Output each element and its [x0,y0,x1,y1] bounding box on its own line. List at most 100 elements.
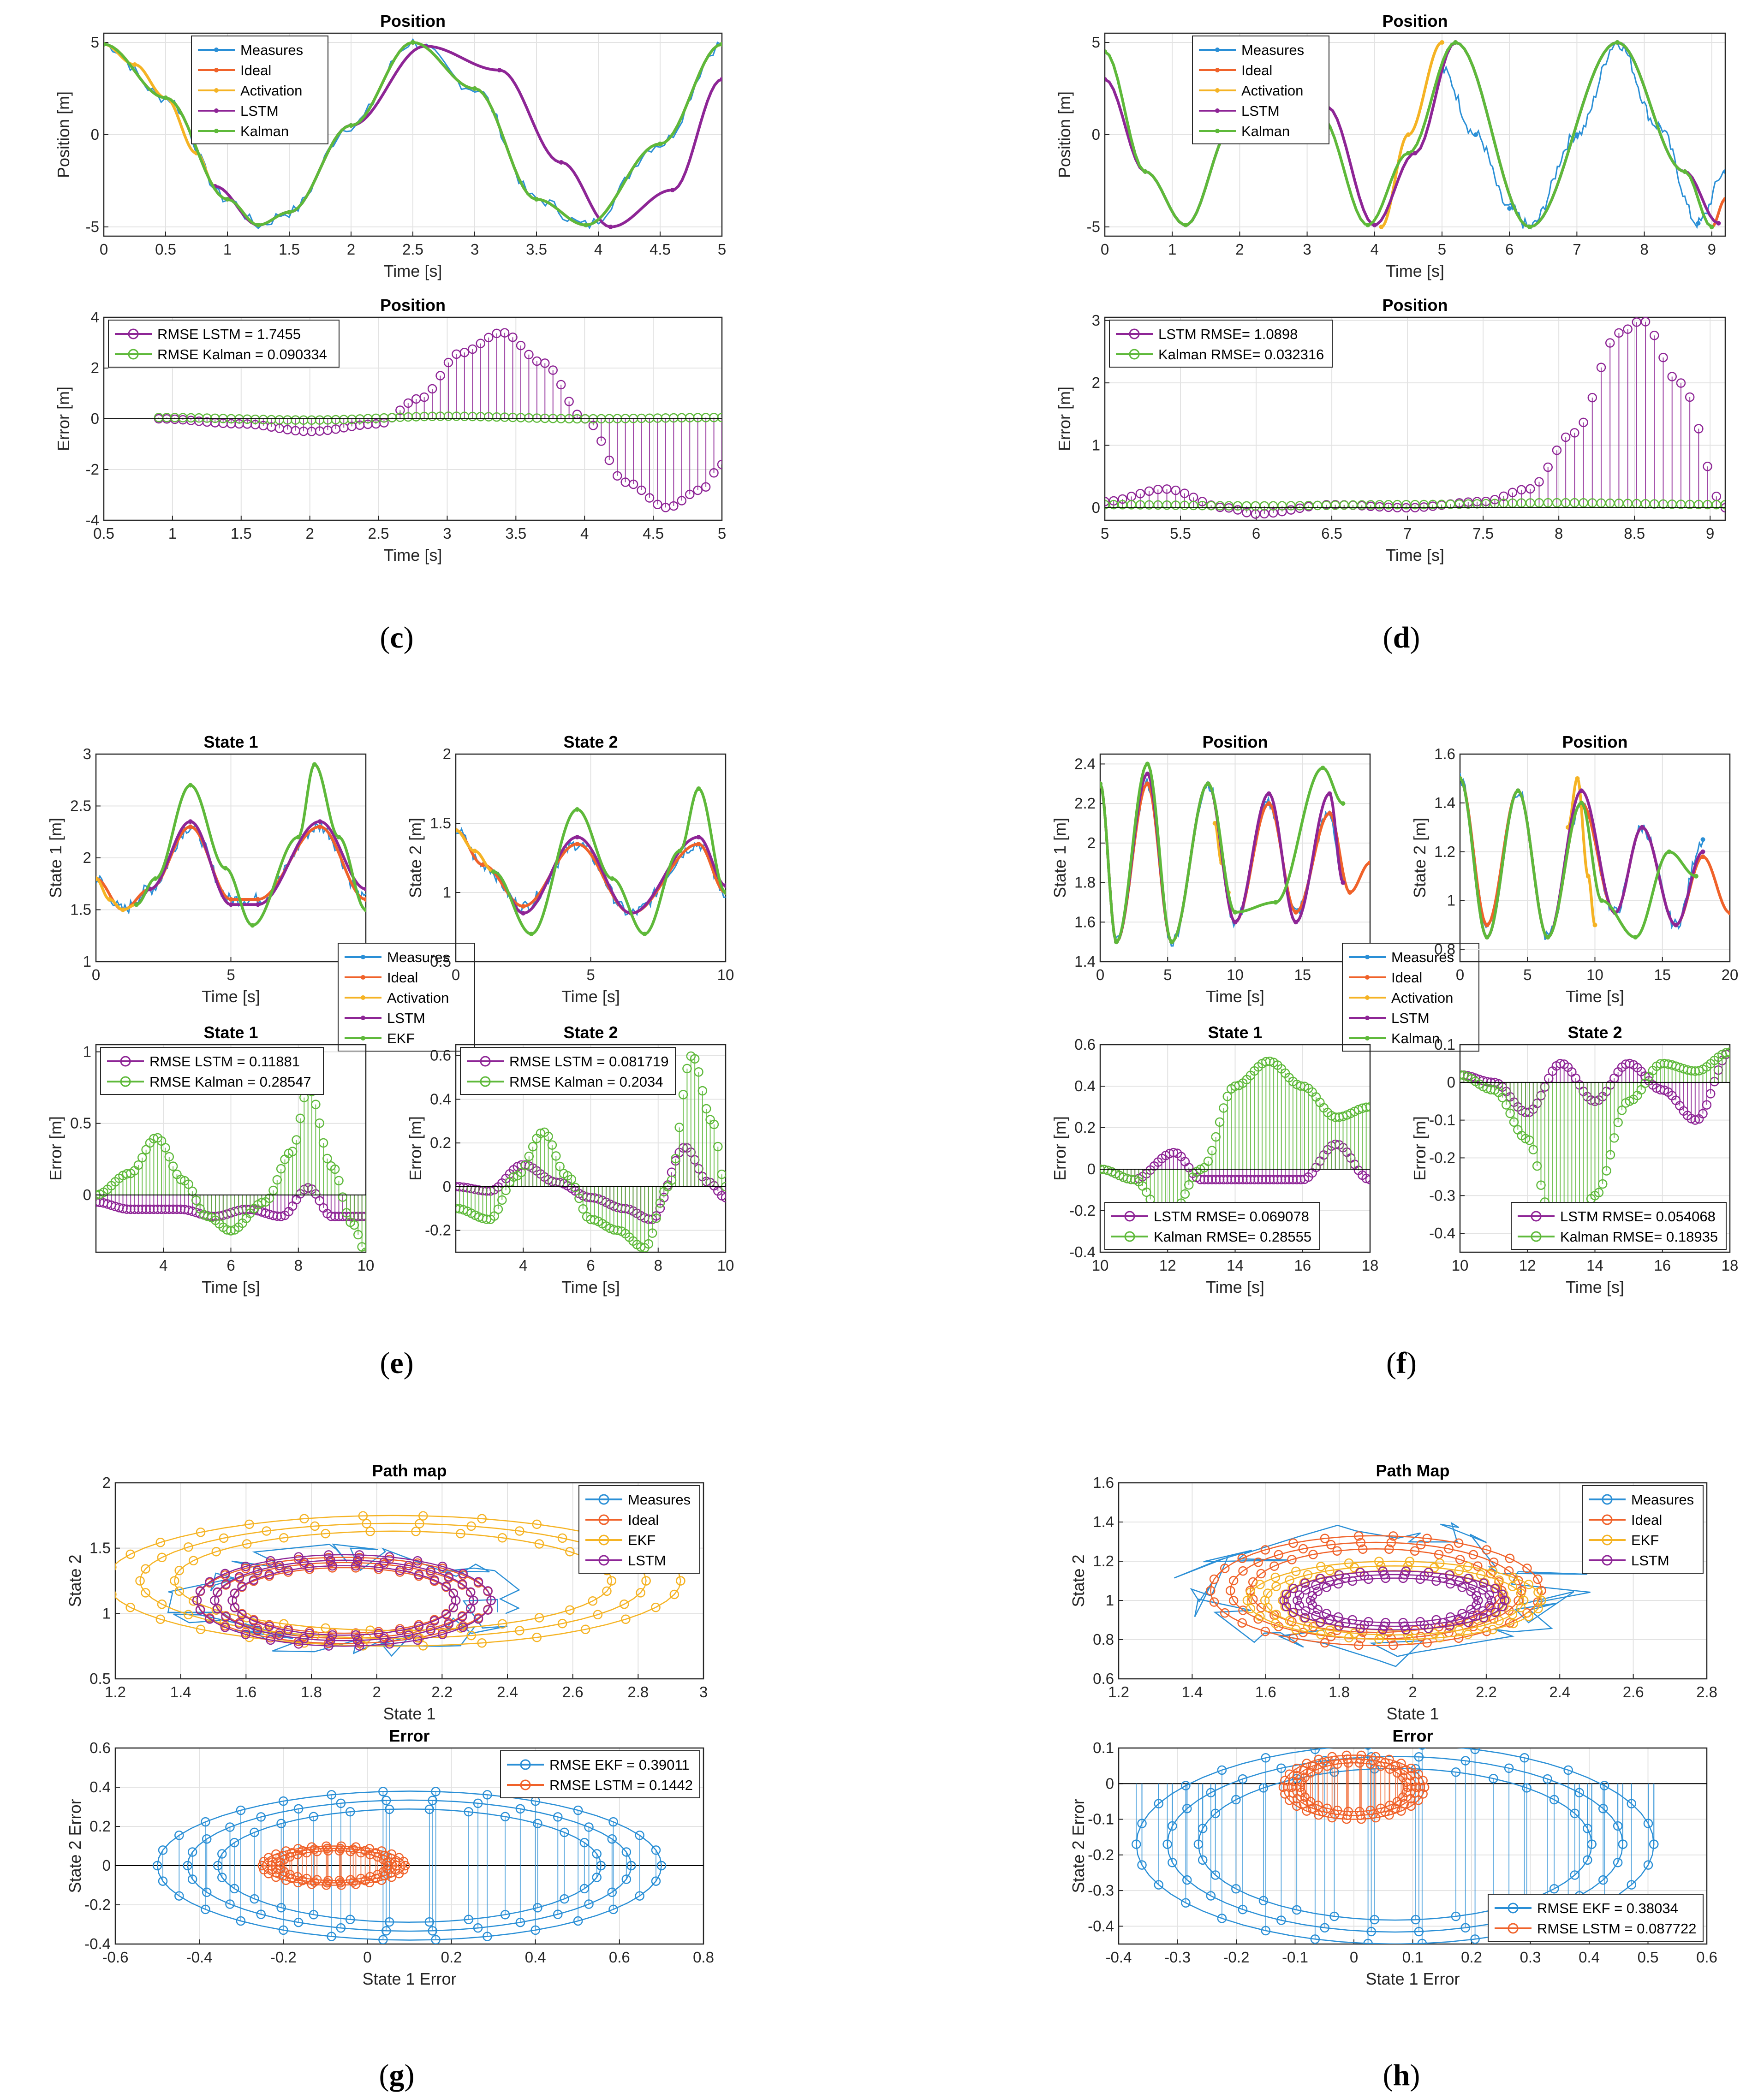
y-axis-label: Error [m] [1050,1116,1069,1181]
stem-marker [651,1213,661,1223]
orbit-marker [500,1910,510,1920]
stem-marker [1180,1189,1190,1199]
orbit-marker [1484,1601,1494,1611]
legend-box [1488,1894,1704,1942]
legend-label: Measures [1241,42,1304,58]
orbit-marker [515,1804,525,1814]
x-tick-label: 0 [1096,966,1104,983]
x-axis-label: Time [s] [202,1278,260,1296]
orbit-marker [157,1552,167,1563]
orbit-marker [1292,1905,1302,1915]
orbit-marker [1301,1606,1311,1616]
y-tick-label: 0 [91,126,99,143]
orbit-marker [1398,1792,1408,1802]
series-line [493,836,726,915]
stem-marker [322,1154,332,1164]
stem-marker [1460,1070,1469,1080]
data-point [608,225,613,229]
data-point [1473,132,1478,137]
orbit-marker [1490,1607,1500,1617]
data-point [1273,900,1278,905]
stem-marker [1690,1115,1700,1125]
data-point [1100,781,1102,786]
orbit-marker [588,1596,598,1606]
chart-title: Path Map [1376,1461,1449,1480]
x-tick-label: 4 [159,1257,167,1274]
orbit-marker [383,1861,393,1871]
orbit-marker [483,1586,493,1596]
orbit-marker [441,1610,451,1619]
stem-marker [1561,432,1571,442]
plot-area [96,1083,366,1252]
orbit-marker [444,1572,454,1582]
orbit-marker [283,1565,293,1575]
legend-marker [361,975,365,980]
legend-marker [598,1514,609,1525]
stem-marker [701,1104,711,1114]
legend-label: Ideal [240,62,271,78]
orbit-marker [229,1837,239,1848]
stem-marker [1365,1102,1370,1112]
data-point [1592,922,1597,928]
data-point [120,907,125,912]
data-point [1145,771,1150,776]
orbit-marker [451,1595,461,1605]
data-point [1406,132,1411,137]
orbit-marker [1210,1870,1221,1880]
plot-area [1460,773,1730,940]
x-tick-label: 2 [305,525,314,542]
chart-d-bottom: 5 5.5 6 6.5 7 7.5 8 8.5 9 0 1 2 3 Position Time [s] Err… [1055,296,1726,565]
orbit-marker [1260,1626,1270,1636]
data-point [1615,40,1620,45]
y-tick-label: 0.6 [1093,1670,1114,1687]
legend-label: LSTM [628,1552,666,1569]
data-point [1507,206,1512,211]
stem-marker [1361,1173,1370,1183]
orbit-marker [236,1805,246,1815]
series-orbit [167,1543,520,1657]
orbit-marker [1228,1576,1239,1586]
x-tick-label: 0 [452,966,460,983]
x-axis-label: Time [s] [1566,1278,1624,1296]
x-tick-label: -0.2 [270,1949,297,1966]
orbit-marker [1406,1801,1416,1811]
series-orbit [1279,1566,1509,1635]
data-point [188,783,193,788]
orbit-marker [211,1546,221,1557]
legend-label: Kalman RMSE= 0.28555 [1154,1229,1311,1245]
orbit-marker [1313,1605,1323,1614]
chart-h-path: 1.2 1.4 1.6 1.8 2 2.2 2.4 2.6 2.8 0.6 0.8 1 1.2 1.4 1.… [1069,1461,1717,1723]
orbit-marker [236,1916,246,1926]
legend-box [108,320,340,368]
x-tick-label: 10 [1227,966,1244,983]
legend-label: RMSE Kalman = 0.2034 [509,1074,663,1090]
orbit-marker [1291,1624,1301,1635]
legend-label: LSTM RMSE= 0.054068 [1560,1208,1716,1225]
y-tick-label: 4 [91,309,99,326]
orbit-marker [276,1819,286,1829]
stem-marker [459,347,470,357]
orbit-marker [221,1612,231,1622]
orbit-marker [205,1614,215,1624]
legend: RMSE EKF = 0.39011 RMSE LSTM = 0.1442 [500,1750,700,1798]
orbit-marker [1533,1588,1543,1597]
data-point [696,842,701,846]
orbit-marker [252,1625,262,1635]
x-tick-label: 16 [1294,1257,1311,1274]
data-point [223,866,228,871]
stem-marker [548,365,558,375]
orbit-marker [607,1887,617,1897]
data-point [1723,169,1725,174]
caption-c: (c) [380,621,414,654]
y-tick-label: 1.6 [1093,1474,1114,1491]
stem-marker [1625,1058,1634,1069]
x-axis-label: State 1 [383,1704,435,1723]
stem-marker [1694,424,1704,434]
x-tick-label: 10 [1092,1257,1109,1274]
x-tick-label: 1.8 [1329,1683,1350,1701]
data-point [256,897,260,902]
legend-label: Ideal [1241,62,1272,78]
orbit-marker [437,1629,447,1639]
x-axis-label: Time [s] [1386,546,1444,565]
orbit-marker [1154,1880,1164,1890]
